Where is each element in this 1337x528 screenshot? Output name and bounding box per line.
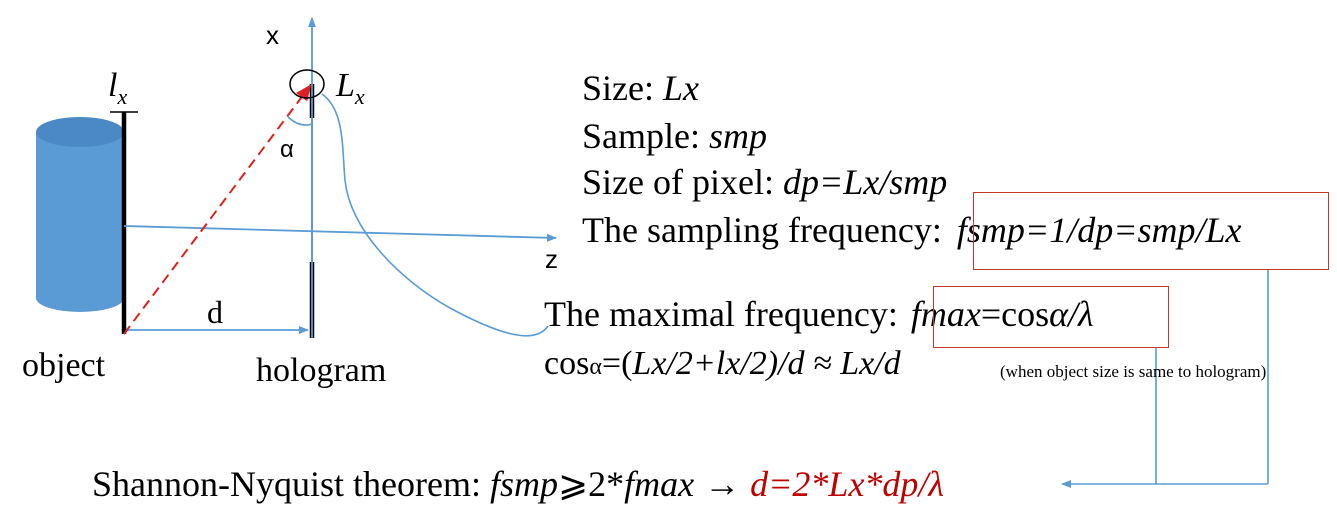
axis-x-label: x <box>266 20 279 50</box>
theorem-line: Shannon-Nyquist theorem: fsmp⩾2*fmax → d… <box>92 463 945 505</box>
theorem-lhs-a: fsmp <box>489 464 558 504</box>
theorem-label: Shannon-Nyquist theorem: <box>92 464 490 504</box>
object-size-label: lx <box>108 68 127 115</box>
maximal-line-value-c: α/λ <box>1049 294 1094 334</box>
maximal-line-value-a: fmax <box>910 294 981 334</box>
hologram-size-sub: x <box>354 83 365 109</box>
theorem-result: d=2*Lx*dp/λ <box>750 464 945 504</box>
sample-line-value: smp <box>708 116 767 156</box>
object-label: object <box>22 347 106 384</box>
theorem-lhs-c: fmax <box>624 464 695 504</box>
maximal-box <box>933 286 1169 348</box>
cos-line-b: α <box>589 354 602 380</box>
size-line-label: Size: <box>582 68 663 108</box>
cos-line-c: =( <box>601 345 633 382</box>
object-cylinder <box>36 117 124 312</box>
sampling-box <box>973 192 1329 270</box>
cos-note: (when object size is same to hologram) <box>1000 362 1267 381</box>
cos-line-e: ≈ Lx/d <box>804 345 901 382</box>
ray-dashed <box>123 84 312 335</box>
sampling-line: The sampling frequency: fsmp=1/dp=smp/Lx <box>582 210 1242 250</box>
theorem-lhs-b: ⩾2* <box>557 464 625 504</box>
cos-line: cosα=(Lx/2+lx/2)/d ≈ Lx/d <box>544 345 901 386</box>
pixel-line-label: Size of pixel: <box>582 162 783 202</box>
sampling-line-value: fsmp=1/dp=smp/Lx <box>956 210 1242 250</box>
object-size-sub: x <box>117 83 128 109</box>
maximal-line-value-b: =cos <box>980 294 1050 334</box>
hologram-point-circle <box>289 69 325 99</box>
hologram-size-main: L <box>336 67 355 104</box>
axis-z-label: z <box>545 244 558 274</box>
z-axis <box>123 225 557 242</box>
hologram-label: hologram <box>256 352 387 389</box>
pixel-line-value: dp=Lx/smp <box>782 162 948 202</box>
maximal-line: The maximal frequency: fmax=cosα/λ <box>544 294 1094 334</box>
sampling-line-label: The sampling frequency: <box>582 210 951 250</box>
distance-label: d <box>207 294 223 330</box>
callout-curve <box>321 93 549 337</box>
angle-label: α <box>280 136 294 163</box>
sample-line: Sample: smp <box>582 116 767 156</box>
size-line-value: Lx <box>662 68 699 108</box>
object-size-main: l <box>108 67 118 104</box>
sample-line-label: Sample: <box>582 116 709 156</box>
angle-arc <box>287 116 313 126</box>
theorem-arrow: → <box>694 463 751 504</box>
pixel-line: Size of pixel: dp=Lx/smp <box>582 162 947 202</box>
cos-line-a: cos <box>544 345 590 382</box>
cos-line-d: Lx/2+lx/2)/d <box>632 345 805 382</box>
maximal-line-label: The maximal frequency: <box>544 294 907 334</box>
size-line: Size: Lx <box>582 68 699 108</box>
hologram-size-label: Lx <box>336 68 365 115</box>
